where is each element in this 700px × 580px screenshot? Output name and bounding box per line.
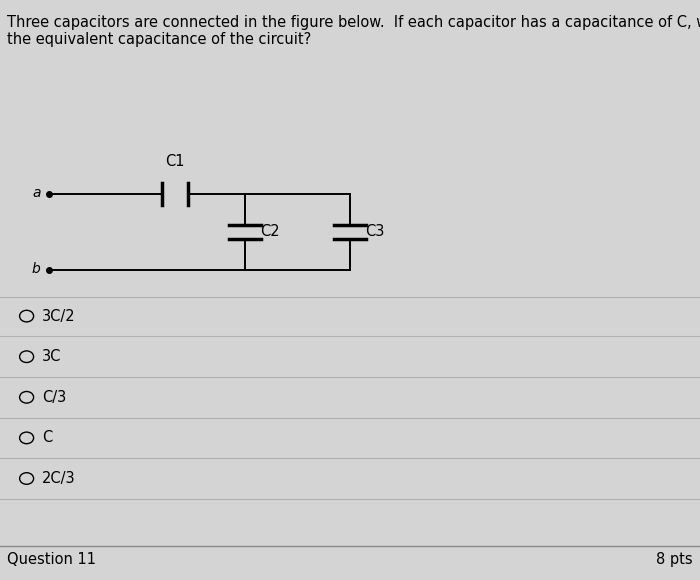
Text: b: b — [32, 262, 41, 275]
Text: Question 11: Question 11 — [7, 552, 96, 567]
Text: 3C/2: 3C/2 — [42, 309, 76, 324]
Text: 2C/3: 2C/3 — [42, 471, 76, 486]
Text: 3C: 3C — [42, 349, 62, 364]
Text: the equivalent capacitance of the circuit?: the equivalent capacitance of the circui… — [7, 32, 312, 47]
Text: 8 pts: 8 pts — [657, 552, 693, 567]
Text: C: C — [42, 430, 52, 445]
Text: C2: C2 — [260, 224, 280, 240]
Text: a: a — [32, 186, 41, 200]
Text: C1: C1 — [165, 154, 185, 169]
Text: C3: C3 — [365, 224, 385, 240]
Text: Three capacitors are connected in the figure below.  If each capacitor has a cap: Three capacitors are connected in the fi… — [7, 14, 700, 30]
Text: C/3: C/3 — [42, 390, 66, 405]
